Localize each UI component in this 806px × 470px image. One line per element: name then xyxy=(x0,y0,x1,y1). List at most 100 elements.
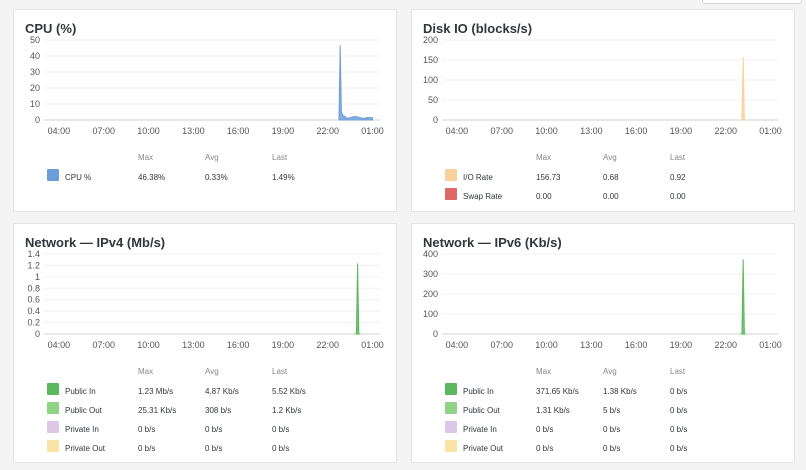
cpu-chart[interactable]: 50 40 30 20 10 0 04:00 07:00 10:00 13:00 16:00 19:0… xyxy=(14,35,398,148)
x-tick-label: 01:00 xyxy=(759,340,782,350)
legend-row-public-out[interactable]: Public Out 1.31 Kb/s 5 b/s 0 b/s xyxy=(412,401,796,420)
y-tick-label: 0.2 xyxy=(27,318,40,328)
legend-max: 0.00 xyxy=(536,192,552,201)
y-tick-label: 40 xyxy=(30,51,40,61)
x-tick-label: 19:00 xyxy=(272,340,295,350)
disk-io-chart[interactable]: 200 150 100 50 0 04:00 07:00 10:00 13:00 16:00 19:… xyxy=(412,35,796,148)
legend-row-public-in[interactable]: Public In 1.23 Mb/s 4.87 Kb/s 5.52 Kb/s xyxy=(14,382,398,401)
legend-swatch xyxy=(47,421,59,433)
network-ipv6-chart[interactable]: 400 300 200 100 0 04:00 07:00 10:00 13:00 16:00 19… xyxy=(412,249,796,362)
y-tick-label: 200 xyxy=(423,35,438,45)
x-tick-label: 07:00 xyxy=(490,340,513,350)
x-tick-label: 01:00 xyxy=(361,126,384,136)
legend-row-private-in[interactable]: Private In 0 b/s 0 b/s 0 b/s xyxy=(412,420,796,439)
legend-max: 1.31 Kb/s xyxy=(536,406,570,415)
legend-last: 0 b/s xyxy=(272,425,290,434)
legend-last: 0.92 xyxy=(670,173,686,182)
y-tick-label: 300 xyxy=(423,269,438,279)
legend-header-last: Last xyxy=(272,153,288,162)
legend-header-max: Max xyxy=(138,367,154,376)
x-tick-label: 16:00 xyxy=(227,340,250,350)
legend-row-cpu[interactable]: CPU % 46.38% 0.33% 1.49% xyxy=(14,168,398,187)
legend-row-private-in[interactable]: Private In 0 b/s 0 b/s 0 b/s xyxy=(14,420,398,439)
y-tick-label: 100 xyxy=(423,309,438,319)
legend-label: Public In xyxy=(65,387,96,396)
y-tick-label: 0.6 xyxy=(27,295,40,305)
legend-row-private-out[interactable]: Private Out 0 b/s 0 b/s 0 b/s xyxy=(412,439,796,458)
legend-header-max: Max xyxy=(536,153,552,162)
network-ipv4-legend: Max Avg Last Public In 1.23 Mb/s 4.87 Kb… xyxy=(14,364,398,458)
y-tick-label: 20 xyxy=(30,83,40,93)
legend-max: 0 b/s xyxy=(536,444,554,453)
legend-label: Public In xyxy=(463,387,494,396)
legend-header-last: Last xyxy=(670,153,686,162)
x-tick-label: 22:00 xyxy=(316,340,339,350)
y-tick-label: 50 xyxy=(30,35,40,45)
legend-swatch xyxy=(47,402,59,414)
legend-last: 5.52 Kb/s xyxy=(272,387,306,396)
legend-avg: 5 b/s xyxy=(603,406,621,415)
legend-max: 156.73 xyxy=(536,173,561,182)
x-tick-label: 10:00 xyxy=(535,126,558,136)
x-tick-label: 01:00 xyxy=(361,340,384,350)
plot-area xyxy=(44,40,380,120)
x-tick-label: 19:00 xyxy=(670,340,693,350)
legend-avg: 0.33% xyxy=(205,173,228,182)
legend-max: 0 b/s xyxy=(536,425,554,434)
legend-header-last: Last xyxy=(272,367,288,376)
y-tick-label: 0 xyxy=(433,329,438,339)
x-tick-label: 04:00 xyxy=(446,340,469,350)
legend-row-swap-rate[interactable]: Swap Rate 0.00 0.00 0.00 xyxy=(412,187,796,206)
legend-last: 0 b/s xyxy=(670,444,688,453)
legend-label: CPU % xyxy=(65,173,92,182)
cpu-panel: CPU (%) 50 40 30 20 10 0 04:00 07:00 10:00 13:00 1… xyxy=(13,9,397,212)
x-tick-label: 07:00 xyxy=(92,126,115,136)
legend-row-io-rate[interactable]: I/O Rate 156.73 0.68 0.92 xyxy=(412,168,796,187)
legend-max: 46.38% xyxy=(138,173,166,182)
network-ipv4-panel: Network — IPv4 (Mb/s) 1.4 1.2 1 0.8 0.6 0.4 0.… xyxy=(13,223,397,463)
x-tick-label: 13:00 xyxy=(182,126,205,136)
panel-title: CPU (%) xyxy=(25,21,77,36)
top-right-control[interactable] xyxy=(702,0,802,4)
legend-header-avg: Avg xyxy=(205,153,219,162)
legend-label: Private Out xyxy=(463,444,504,453)
legend-label: I/O Rate xyxy=(463,173,493,182)
legend-label: Public Out xyxy=(65,406,102,415)
y-tick-label: 0 xyxy=(433,115,438,125)
x-tick-label: 19:00 xyxy=(272,126,295,136)
network-ipv6-legend: Max Avg Last Public In 371.65 Kb/s 1.38 … xyxy=(412,364,796,458)
legend-last: 1.2 Kb/s xyxy=(272,406,302,415)
x-tick-label: 13:00 xyxy=(580,340,603,350)
legend-label: Private Out xyxy=(65,444,106,453)
legend-header: Max Avg Last xyxy=(14,150,398,168)
cpu-legend: Max Avg Last CPU % 46.38% 0.33% 1.49% xyxy=(14,150,398,187)
panel-title: Network — IPv4 (Mb/s) xyxy=(25,235,166,250)
series-area-public-in xyxy=(740,259,747,335)
legend-max: 25.31 Kb/s xyxy=(138,406,177,415)
legend-row-public-in[interactable]: Public In 371.65 Kb/s 1.38 Kb/s 0 b/s xyxy=(412,382,796,401)
legend-label: Swap Rate xyxy=(463,192,503,201)
series-area-cpu- xyxy=(338,45,374,121)
y-tick-label: 1.4 xyxy=(27,249,40,259)
legend-swatch xyxy=(445,421,457,433)
legend-header-avg: Avg xyxy=(603,367,617,376)
x-tick-label: 01:00 xyxy=(759,126,782,136)
y-tick-label: 100 xyxy=(423,75,438,85)
disk-io-legend: Max Avg Last I/O Rate 156.73 0.68 0.92 S… xyxy=(412,150,796,206)
legend-avg: 0 b/s xyxy=(603,444,621,453)
legend-max: 1.23 Mb/s xyxy=(138,387,174,396)
x-tick-label: 10:00 xyxy=(137,340,160,350)
network-ipv4-chart[interactable]: 1.41.2 10.8 0.60.4 0.20 04:00 07:00 10:00 13:00… xyxy=(14,249,398,362)
legend-row-private-out[interactable]: Private Out 0 b/s 0 b/s 0 b/s xyxy=(14,439,398,458)
legend-last: 0 b/s xyxy=(670,387,688,396)
legend-avg: 1.38 Kb/s xyxy=(603,387,637,396)
legend-row-public-out[interactable]: Public Out 25.31 Kb/s 308 b/s 1.2 Kb/s xyxy=(14,401,398,420)
panel-title: Network — IPv6 (Kb/s) xyxy=(423,235,562,250)
series-area-public-in xyxy=(354,263,361,335)
legend-avg: 0 b/s xyxy=(603,425,621,434)
legend-header-max: Max xyxy=(536,367,552,376)
x-tick-label: 22:00 xyxy=(316,126,339,136)
legend-last: 0 b/s xyxy=(272,444,290,453)
x-tick-label: 10:00 xyxy=(137,126,160,136)
legend-swatch xyxy=(445,402,457,414)
